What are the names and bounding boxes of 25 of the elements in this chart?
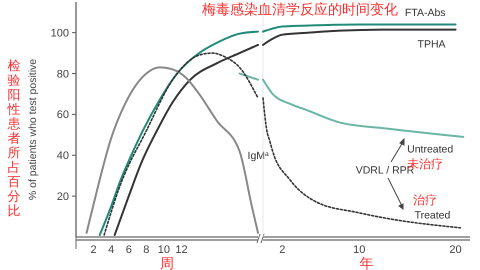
series-label: FTA-Abs — [404, 7, 446, 20]
series-label: TPHA — [418, 38, 446, 50]
x-tick-label: 8 — [143, 244, 150, 256]
text: 梅毒感染血清学反应的时间变化 — [201, 1, 398, 17]
y-tick-label: 100 — [50, 28, 69, 40]
y-tick-label: 20 — [56, 190, 69, 203]
x-tick-label: 12 — [175, 244, 188, 256]
y-tick-label: 40 — [56, 150, 69, 162]
y-tick-label: 80 — [56, 68, 69, 80]
x-tick-label: 6 — [126, 244, 132, 256]
text: 检验阳性患者所占百分比 — [8, 58, 20, 218]
y-axis-title: % of patients who test positive — [27, 58, 39, 200]
x-tick-label: 2 — [279, 244, 286, 256]
y-tick-label: 60 — [56, 109, 69, 122]
x-axis-title: 年 — [360, 255, 374, 270]
series-label: Untreated — [407, 144, 454, 156]
x-tick-label: 20 — [449, 244, 462, 256]
series-label: Treated — [414, 209, 451, 222]
x-axis-title: 周 — [160, 255, 174, 270]
x-tick-label: 2 — [90, 244, 97, 256]
annotation: 治疗 — [413, 193, 437, 208]
series-label: IgM$^{a}$ — [248, 150, 270, 162]
x-tick-label: 10 — [353, 244, 366, 256]
x-tick-label: 4 — [108, 244, 114, 256]
x-tick-label: 10 — [158, 244, 170, 256]
